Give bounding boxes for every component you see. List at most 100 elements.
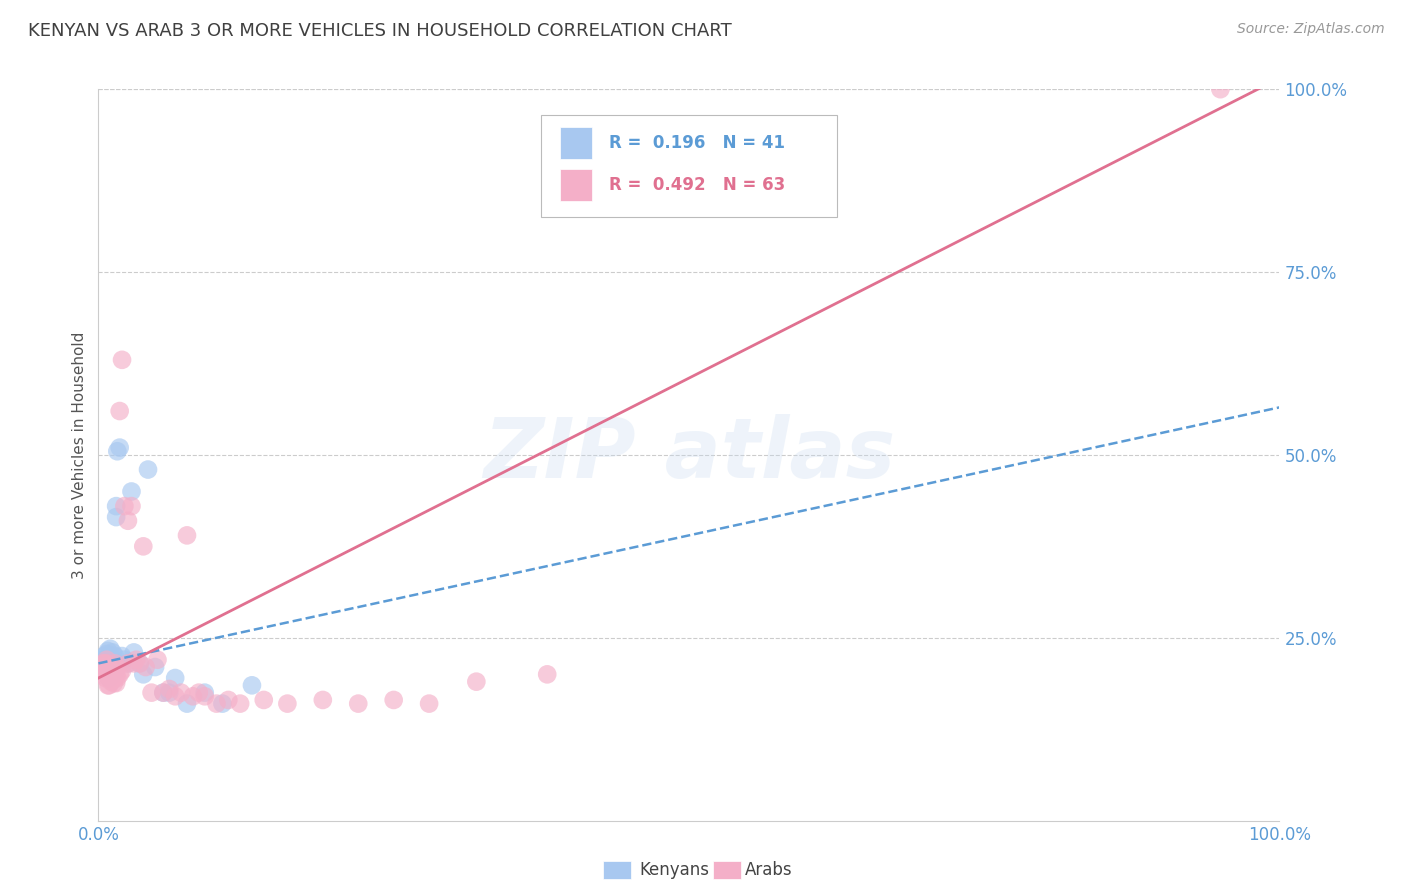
Point	[94, 654, 117, 668]
Point	[98, 641, 121, 656]
Text: R =  0.196   N = 41: R = 0.196 N = 41	[609, 135, 785, 153]
Point	[97, 660, 120, 674]
Point	[117, 657, 139, 671]
Point	[91, 657, 114, 671]
Point	[229, 697, 252, 711]
Point	[117, 657, 139, 671]
Y-axis label: 3 or more Vehicles in Household: 3 or more Vehicles in Household	[72, 331, 87, 579]
Point	[125, 653, 148, 667]
Point	[205, 697, 228, 711]
Point	[418, 697, 440, 711]
Point	[100, 657, 122, 671]
Point	[536, 667, 558, 681]
Point	[111, 352, 134, 367]
Text: Arabs: Arabs	[745, 861, 793, 879]
Text: Source: ZipAtlas.com: Source: ZipAtlas.com	[1237, 22, 1385, 37]
Point	[194, 690, 217, 704]
Point	[121, 484, 143, 499]
Text: Kenyans: Kenyans	[640, 861, 710, 879]
Point	[103, 660, 125, 674]
Point	[93, 649, 115, 664]
Point	[187, 686, 209, 700]
Point	[157, 686, 180, 700]
Point	[100, 667, 122, 681]
Point	[101, 671, 124, 685]
Point	[91, 657, 114, 671]
Point	[165, 671, 187, 685]
Point	[97, 667, 120, 681]
Point	[122, 657, 145, 671]
Point	[105, 510, 128, 524]
Text: KENYAN VS ARAB 3 OR MORE VEHICLES IN HOUSEHOLD CORRELATION CHART: KENYAN VS ARAB 3 OR MORE VEHICLES IN HOU…	[28, 22, 733, 40]
Point	[101, 660, 124, 674]
Text: ZIP atlas: ZIP atlas	[482, 415, 896, 495]
Point	[312, 693, 335, 707]
Point	[100, 674, 122, 689]
Point	[152, 686, 174, 700]
FancyBboxPatch shape	[560, 128, 592, 160]
Point	[91, 667, 114, 681]
Point	[253, 693, 276, 707]
Point	[97, 644, 120, 658]
Point	[146, 653, 169, 667]
Point	[1209, 82, 1232, 96]
Point	[96, 651, 118, 665]
Point	[112, 499, 135, 513]
Point	[132, 539, 155, 553]
Point	[136, 462, 159, 476]
Point	[108, 441, 131, 455]
Point	[382, 693, 405, 707]
Point	[112, 653, 135, 667]
Point	[176, 697, 198, 711]
Point	[117, 514, 139, 528]
Point	[96, 657, 118, 671]
Point	[104, 671, 127, 685]
Point	[93, 664, 115, 678]
Point	[152, 686, 174, 700]
Point	[128, 657, 150, 671]
Point	[103, 676, 125, 690]
Text: R =  0.492   N = 63: R = 0.492 N = 63	[609, 176, 785, 194]
Point	[211, 697, 233, 711]
Point	[132, 667, 155, 681]
Point	[100, 651, 122, 665]
Point	[96, 647, 118, 661]
Point	[104, 649, 127, 664]
Point	[93, 657, 115, 671]
Point	[105, 671, 128, 685]
FancyBboxPatch shape	[560, 169, 592, 201]
Point	[98, 664, 121, 678]
Point	[98, 660, 121, 674]
Point	[217, 693, 239, 707]
Point	[105, 667, 128, 681]
Point	[157, 681, 180, 696]
Point	[98, 664, 121, 678]
Point	[104, 657, 127, 671]
Point	[103, 667, 125, 681]
Point	[105, 676, 128, 690]
Point	[276, 697, 298, 711]
Point	[176, 528, 198, 542]
Point	[122, 645, 145, 659]
Point	[181, 690, 204, 704]
Point	[170, 686, 193, 700]
Point	[96, 653, 118, 667]
Point	[111, 664, 134, 678]
FancyBboxPatch shape	[541, 115, 837, 218]
Point	[101, 667, 124, 681]
Point	[98, 671, 121, 685]
Point	[97, 678, 120, 692]
Point	[98, 671, 121, 685]
Point	[98, 678, 121, 692]
Point	[94, 671, 117, 685]
Point	[103, 654, 125, 668]
Point	[108, 667, 131, 681]
Point	[96, 667, 118, 681]
Point	[105, 499, 128, 513]
Point	[165, 690, 187, 704]
Point	[240, 678, 263, 692]
Point	[93, 657, 115, 671]
Point	[135, 660, 157, 674]
Point	[108, 404, 131, 418]
Point	[141, 686, 163, 700]
